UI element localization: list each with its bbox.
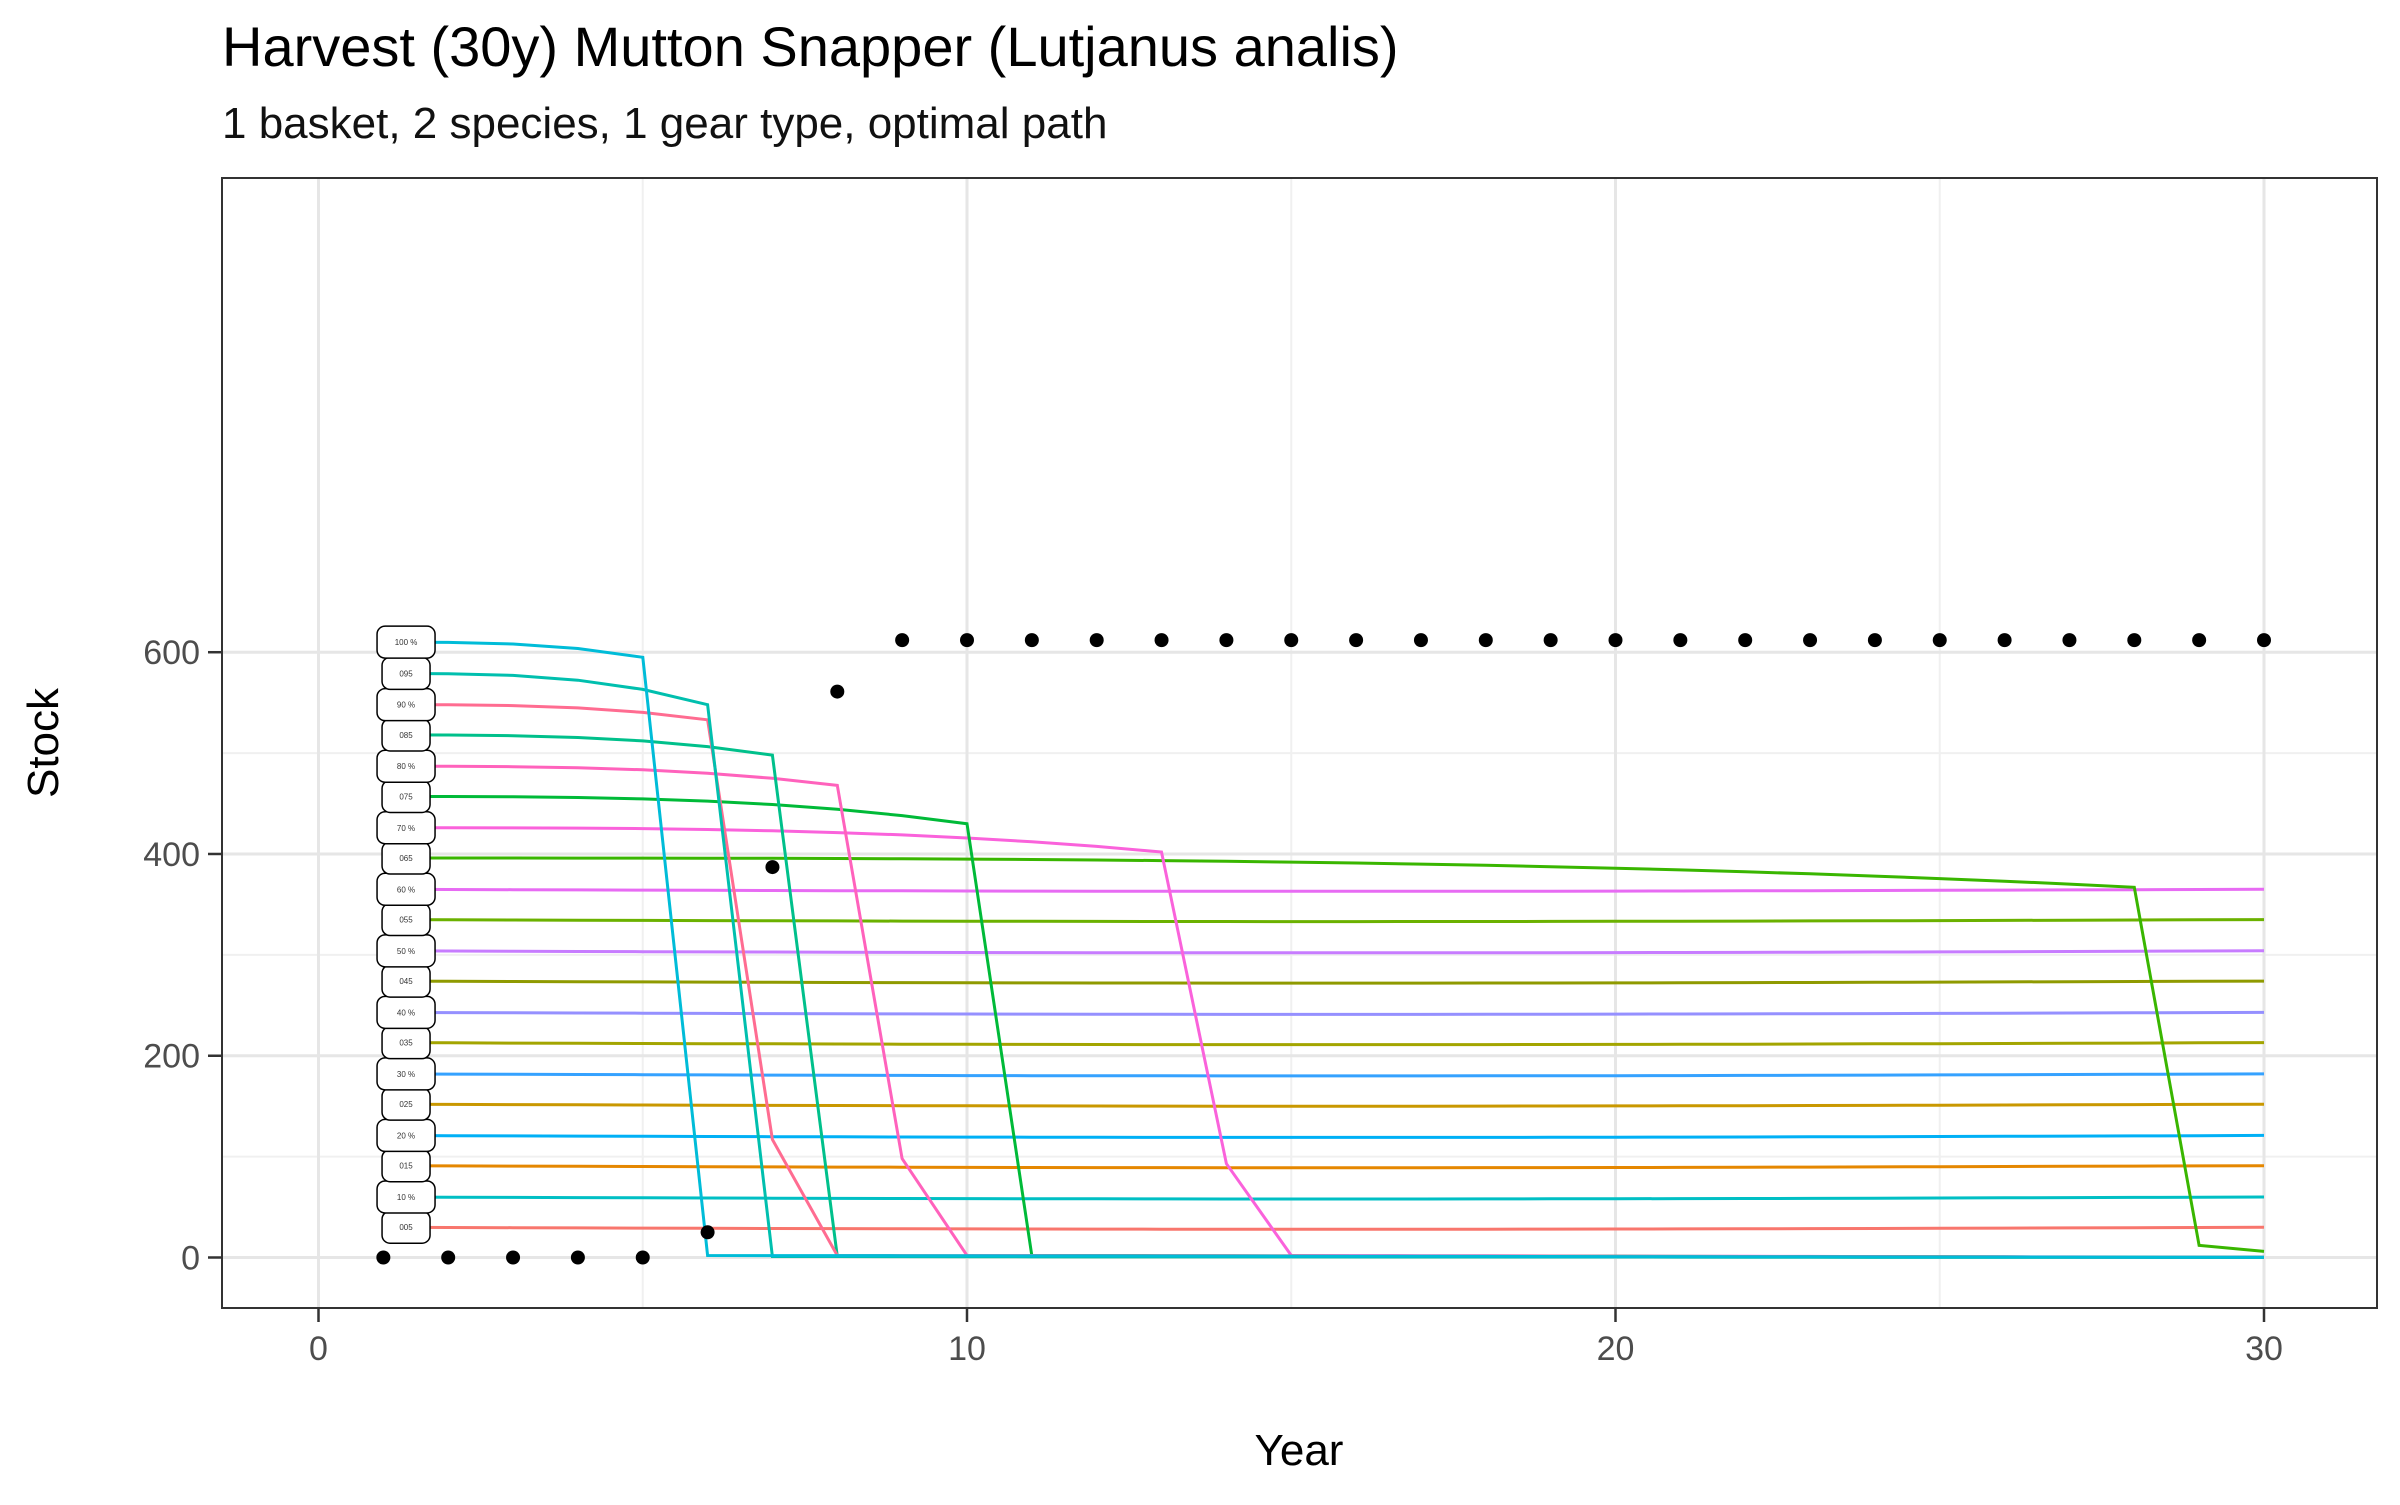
- x-tick-label: 20: [1597, 1330, 1635, 1368]
- series-line: [383, 918, 2265, 924]
- x-tick-label: 30: [2245, 1330, 2283, 1368]
- series-label: 065: [399, 854, 413, 863]
- series-line: [383, 733, 2264, 1259]
- series-label: 60 %: [397, 885, 415, 894]
- series-lines: [383, 640, 2265, 1259]
- series-label: 10 %: [397, 1193, 415, 1202]
- y-tick-label: 200: [143, 1038, 200, 1076]
- series-label: 005: [399, 1223, 413, 1232]
- optimal-path-point: [2192, 633, 2207, 648]
- optimal-path-point: [1219, 633, 1234, 648]
- series-line: [383, 856, 2265, 1253]
- series-line: [383, 1225, 2265, 1231]
- optimal-path-point: [1284, 633, 1299, 648]
- optimal-path-point: [441, 1250, 456, 1265]
- optimal-path-point: [1543, 633, 1558, 648]
- y-tick-label: 0: [181, 1240, 200, 1278]
- series-line: [383, 764, 2265, 1259]
- series-label: 045: [399, 977, 413, 986]
- series-label: 90 %: [397, 701, 415, 710]
- y-tick-label: 600: [143, 634, 200, 672]
- optimal-path-point: [1932, 633, 1947, 648]
- optimal-path-point: [1673, 633, 1688, 648]
- chart-title: Harvest (30y) Mutton Snapper (Lutjanus a…: [222, 15, 1399, 78]
- series-line: [383, 949, 2265, 955]
- optimal-path-point: [1154, 633, 1169, 648]
- optimal-path-point: [2062, 633, 2077, 648]
- series-label: 100 %: [395, 638, 418, 647]
- series-label: 035: [399, 1039, 413, 1048]
- plot-panel-border: [221, 177, 2378, 1309]
- x-axis-title: Year: [1255, 1426, 1344, 1475]
- series-label: 015: [399, 1162, 413, 1171]
- series-line: [383, 887, 2265, 893]
- series-line: [383, 1010, 2265, 1016]
- optimal-path-point: [506, 1250, 521, 1265]
- series-line: [383, 1195, 2265, 1201]
- series-label: 40 %: [397, 1008, 415, 1017]
- optimal-path-point: [1349, 633, 1364, 648]
- optimal-path-point: [1608, 633, 1623, 648]
- y-axis-title: Stock: [19, 687, 68, 798]
- series-line: [383, 1133, 2265, 1139]
- series-line: [383, 1072, 2265, 1078]
- optimal-path-point: [700, 1225, 715, 1240]
- series-label-box: [376, 625, 436, 659]
- series-line: [383, 1041, 2265, 1047]
- series-line: [383, 1164, 2265, 1170]
- x-tick-label: 0: [309, 1330, 328, 1368]
- series-label: 30 %: [397, 1070, 415, 1079]
- series-label: 80 %: [397, 762, 415, 771]
- chart-subtitle: 1 basket, 2 species, 1 gear type, optima…: [222, 99, 1107, 148]
- optimal-path-point: [765, 860, 780, 875]
- optimal-path-point: [830, 684, 845, 699]
- optimal-path-point: [1738, 633, 1753, 648]
- axes: 0 10 20 30 0 200 400 600: [143, 634, 2283, 1368]
- series-labels: 005 10 % 015 20 % 025 30 % 035 40 % 045 50 % 055 60…: [376, 625, 436, 1244]
- optimal-path-point: [895, 633, 910, 648]
- x-tick-label: 10: [948, 1330, 986, 1368]
- optimal-path-point: [1997, 633, 2012, 648]
- optimal-path-point: [570, 1250, 585, 1265]
- optimal-path-point: [635, 1250, 650, 1265]
- y-tick-label: 400: [143, 836, 200, 874]
- optimal-path-point: [1024, 633, 1039, 648]
- series-label: 70 %: [397, 824, 415, 833]
- optimal-path-point: [1089, 633, 1104, 648]
- optimal-path-point: [1478, 633, 1493, 648]
- series-label: 50 %: [397, 947, 415, 956]
- optimal-path-point: [1867, 633, 1882, 648]
- series-label: 025: [399, 1100, 413, 1109]
- series-label: 085: [399, 731, 413, 740]
- optimal-path-point: [1413, 633, 1428, 648]
- optimal-path-point: [960, 633, 974, 648]
- optimal-path-point: [2257, 633, 2271, 648]
- series-label: 075: [399, 792, 413, 801]
- series-line: [383, 671, 2264, 1259]
- optimal-path-point: [2127, 633, 2142, 648]
- optimal-path-point: [1803, 633, 1818, 648]
- series-label: 055: [399, 916, 413, 925]
- series-label: 20 %: [397, 1131, 415, 1140]
- series-line: [383, 1102, 2265, 1108]
- series-line: [383, 979, 2265, 985]
- optimal-path-points: [376, 633, 2271, 1265]
- series-label: 095: [399, 669, 413, 678]
- series-line: [383, 640, 2264, 1259]
- optimal-path-point: [376, 1250, 391, 1265]
